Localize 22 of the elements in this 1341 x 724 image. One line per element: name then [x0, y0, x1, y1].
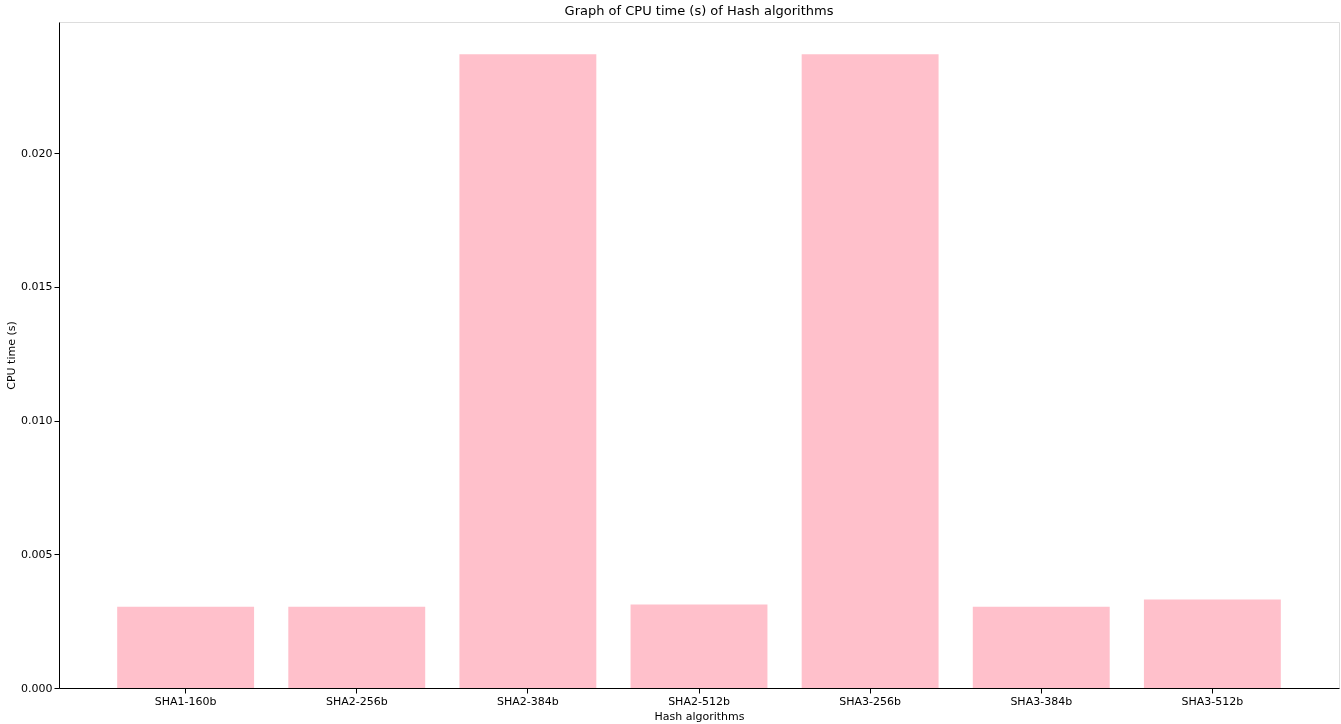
chart-title: Graph of CPU time (s) of Hash algorithms — [564, 3, 834, 18]
x-tick-label: SHA2-256b — [325, 694, 388, 708]
y-tick-label: 0.010 — [21, 414, 53, 428]
y-tick-label: 0.005 — [21, 547, 53, 561]
x-tick-label: SHA3-256b — [839, 694, 901, 708]
bar — [801, 54, 939, 688]
bar — [117, 606, 255, 688]
bar — [972, 606, 1110, 688]
x-axis-title: Hash algorithms — [654, 709, 745, 723]
x-tick-label: SHA1-160b — [154, 694, 217, 708]
x-tick-label: SHA2-384b — [497, 694, 559, 708]
bar — [288, 606, 426, 688]
y-tick-label: 0.000 — [21, 681, 53, 695]
bar — [1143, 599, 1281, 688]
y-tick-label: 0.020 — [21, 146, 53, 160]
y-axis-title: CPU time (s) — [5, 321, 19, 390]
x-tick-label: SHA2-512b — [668, 694, 730, 708]
y-tick-label: 0.015 — [21, 280, 53, 294]
bar — [630, 604, 768, 688]
x-tick-label: SHA3-384b — [1010, 694, 1073, 708]
x-tick-label: SHA3-512b — [1181, 694, 1244, 708]
bar — [459, 54, 597, 688]
